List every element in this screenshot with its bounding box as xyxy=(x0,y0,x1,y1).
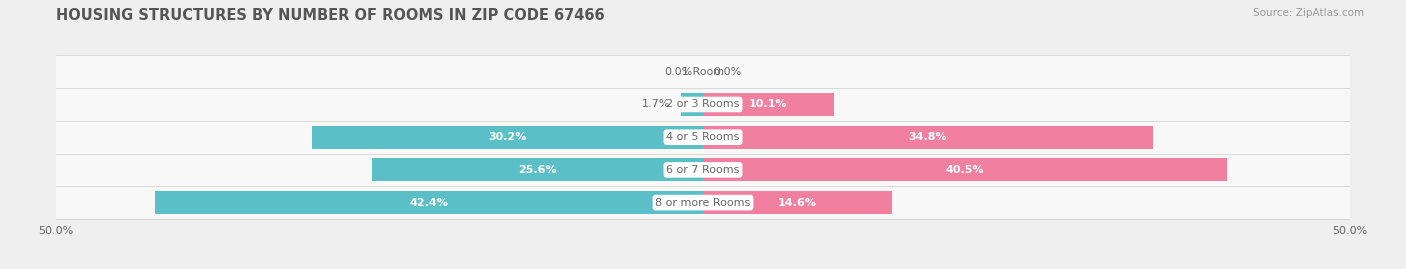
Text: 14.6%: 14.6% xyxy=(778,198,817,208)
Text: 1.7%: 1.7% xyxy=(643,100,671,109)
Bar xyxy=(371,158,703,181)
Text: 42.4%: 42.4% xyxy=(409,198,449,208)
Bar xyxy=(56,88,1350,121)
Bar xyxy=(56,154,1350,186)
Text: 34.8%: 34.8% xyxy=(908,132,948,142)
Bar xyxy=(703,93,834,116)
Text: 25.6%: 25.6% xyxy=(519,165,557,175)
Bar xyxy=(312,126,703,149)
Bar xyxy=(56,186,1350,219)
Bar xyxy=(703,191,891,214)
Text: 0.0%: 0.0% xyxy=(665,67,693,77)
Text: 10.1%: 10.1% xyxy=(749,100,787,109)
Text: 6 or 7 Rooms: 6 or 7 Rooms xyxy=(666,165,740,175)
Bar xyxy=(681,93,703,116)
Text: Source: ZipAtlas.com: Source: ZipAtlas.com xyxy=(1253,8,1364,18)
Text: 30.2%: 30.2% xyxy=(488,132,527,142)
Text: 0.0%: 0.0% xyxy=(713,67,741,77)
Text: 8 or more Rooms: 8 or more Rooms xyxy=(655,198,751,208)
Text: 2 or 3 Rooms: 2 or 3 Rooms xyxy=(666,100,740,109)
Text: 1 Room: 1 Room xyxy=(682,67,724,77)
Bar xyxy=(703,158,1227,181)
Bar xyxy=(155,191,703,214)
Text: 4 or 5 Rooms: 4 or 5 Rooms xyxy=(666,132,740,142)
Bar xyxy=(703,126,1153,149)
Text: HOUSING STRUCTURES BY NUMBER OF ROOMS IN ZIP CODE 67466: HOUSING STRUCTURES BY NUMBER OF ROOMS IN… xyxy=(56,8,605,23)
Bar xyxy=(56,121,1350,154)
Text: 40.5%: 40.5% xyxy=(946,165,984,175)
Bar xyxy=(56,55,1350,88)
